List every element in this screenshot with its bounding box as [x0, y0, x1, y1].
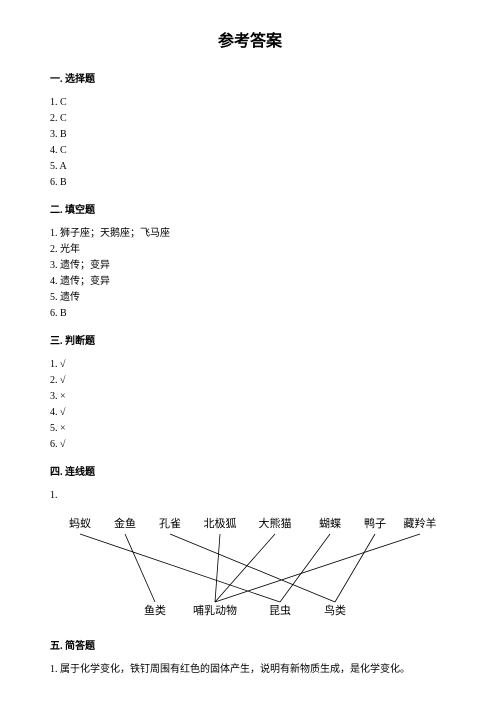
answer-item: 6. √: [50, 437, 450, 453]
section-1-list: 1. C 2. C 3. B 4. C 5. A 6. B: [50, 95, 450, 191]
section-2: 二. 填空题 1. 狮子座；天鹅座；飞马座 2. 光年 3. 遗传；变异 4. …: [50, 203, 450, 322]
answer-item: 4. C: [50, 143, 450, 159]
answer-item: 6. B: [50, 175, 450, 191]
section-3-list: 1. √ 2. √ 3. × 4. √ 5. × 6. √: [50, 357, 450, 453]
section-5-header: 五. 简答题: [50, 639, 450, 654]
svg-text:哺乳动物: 哺乳动物: [193, 603, 237, 617]
svg-text:蝴蝶: 蝴蝶: [319, 516, 341, 530]
matching-diagram: 蚂蚁 金鱼 孔雀 北极狐 大熊猫 蝴蝶 鸭子 藏羚羊鱼类 哺乳动物 昆虫 鸟类: [50, 512, 450, 627]
svg-text:北极狐: 北极狐: [204, 516, 237, 530]
answer-item: 2. 光年: [50, 242, 450, 258]
answer-text: 属于化学变化，铁钉周围有红色的固体产生，说明有新物质生成，是化学变化。: [60, 664, 410, 675]
answer-item: 5. A: [50, 159, 450, 175]
svg-text:孔雀: 孔雀: [159, 517, 181, 530]
section-2-list: 1. 狮子座；天鹅座；飞马座 2. 光年 3. 遗传；变异 4. 遗传；变异 5…: [50, 226, 450, 322]
section-3: 三. 判断题 1. √ 2. √ 3. × 4. √ 5. × 6. √: [50, 334, 450, 453]
section-4: 四. 连线题 1.: [50, 465, 450, 504]
answer-item: 5. ×: [50, 421, 450, 437]
page-title: 参考答案: [50, 30, 450, 54]
answer-item: 3. 遗传；变异: [50, 258, 450, 274]
svg-text:蚂蚁: 蚂蚁: [69, 517, 91, 530]
section-3-header: 三. 判断题: [50, 334, 450, 349]
answer-item: 5. 遗传: [50, 290, 450, 306]
section-4-header: 四. 连线题: [50, 465, 450, 480]
svg-text:鸭子: 鸭子: [364, 517, 386, 530]
answer-number: 1.: [50, 664, 58, 675]
section-2-header: 二. 填空题: [50, 203, 450, 218]
svg-text:大熊猫: 大熊猫: [259, 516, 292, 530]
answer-item: 2. C: [50, 111, 450, 127]
answer-item: 3. B: [50, 127, 450, 143]
svg-text:藏羚羊: 藏羚羊: [404, 516, 437, 530]
answer-item: 1. C: [50, 95, 450, 111]
matching-svg: 蚂蚁 金鱼 孔雀 北极狐 大熊猫 蝴蝶 鸭子 藏羚羊鱼类 哺乳动物 昆虫 鸟类: [50, 512, 450, 622]
answer-item: 1. 狮子座；天鹅座；飞马座: [50, 226, 450, 242]
svg-text:金鱼: 金鱼: [114, 516, 136, 530]
answer-item: 6. B: [50, 306, 450, 322]
answer-item: 4. √: [50, 405, 450, 421]
answer-item: 2. √: [50, 373, 450, 389]
svg-text:鱼类: 鱼类: [144, 603, 166, 617]
svg-text:鸟类: 鸟类: [324, 603, 346, 617]
answer-item: 1.: [50, 488, 450, 504]
section-1: 一. 选择题 1. C 2. C 3. B 4. C 5. A 6. B: [50, 72, 450, 191]
answer-item: 4. 遗传；变异: [50, 274, 450, 290]
short-answer: 1. 属于化学变化，铁钉周围有红色的固体产生，说明有新物质生成，是化学变化。: [50, 662, 450, 678]
section-5: 五. 简答题 1. 属于化学变化，铁钉周围有红色的固体产生，说明有新物质生成，是…: [50, 639, 450, 678]
section-1-header: 一. 选择题: [50, 72, 450, 87]
answer-item: 1. √: [50, 357, 450, 373]
answer-item: 3. ×: [50, 389, 450, 405]
section-4-list: 1.: [50, 488, 450, 504]
svg-text:昆虫: 昆虫: [269, 604, 291, 617]
